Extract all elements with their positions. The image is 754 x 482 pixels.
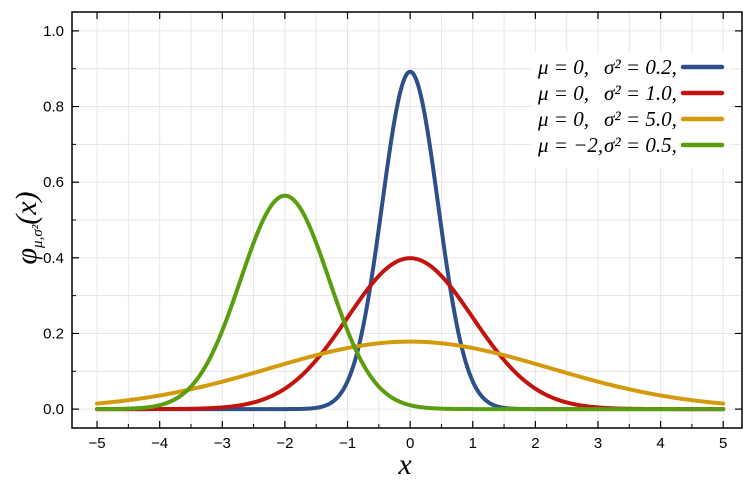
svg-text:φμ,σ²(x): φμ,σ²(x) bbox=[10, 191, 46, 264]
legend: μ = 0, σ² = 0.2, μ = 0, σ² = 1.0, μ = 0, σ² =… bbox=[532, 52, 730, 168]
x-tick-label: 4 bbox=[656, 435, 664, 452]
ticks bbox=[72, 12, 742, 428]
y-axis-label-sub: μ,σ² bbox=[30, 224, 46, 249]
y-tick-label: 0.8 bbox=[43, 99, 64, 116]
x-tick-label: 1 bbox=[469, 435, 477, 452]
legend-sigma-label: σ² = 0.2, bbox=[604, 55, 677, 79]
x-tick-label: −3 bbox=[214, 435, 231, 452]
series-line-3 bbox=[95, 339, 726, 406]
legend-mu-label: μ = 0, bbox=[537, 81, 589, 105]
y-tick-label: 0.2 bbox=[43, 325, 64, 342]
tick-labels: −5 −4 −3 −2 −1 0 1 2 3 4 5 0.0 0.2 0.4 0.6 0.8 1.0 bbox=[43, 23, 727, 452]
legend-sigma-label: σ² = 0.5, bbox=[604, 133, 677, 157]
y-axis-label-arg: (x) bbox=[10, 191, 43, 224]
y-axis-label-main: φ bbox=[10, 248, 43, 265]
legend-mu-label: μ = −2, bbox=[537, 133, 603, 157]
y-tick-label: 0.0 bbox=[43, 401, 64, 418]
x-tick-label: −5 bbox=[88, 435, 105, 452]
x-tick-label: 5 bbox=[719, 435, 727, 452]
legend-box bbox=[532, 52, 730, 168]
x-axis-label: x bbox=[397, 448, 412, 481]
y-tick-label: 1.0 bbox=[43, 23, 64, 40]
legend-mu-label: μ = 0, bbox=[537, 55, 589, 79]
x-tick-label: 0 bbox=[406, 435, 414, 452]
x-tick-label: 2 bbox=[531, 435, 539, 452]
legend-mu-label: μ = 0, bbox=[537, 107, 589, 131]
x-tick-label: −2 bbox=[276, 435, 293, 452]
y-tick-label: 0.6 bbox=[43, 174, 64, 191]
x-tick-label: 3 bbox=[594, 435, 602, 452]
legend-sigma-label: σ² = 1.0, bbox=[604, 81, 677, 105]
legend-sigma-label: σ² = 5.0, bbox=[604, 107, 677, 131]
x-tick-label: −1 bbox=[339, 435, 356, 452]
series-layer bbox=[95, 69, 726, 412]
x-tick-label: −4 bbox=[151, 435, 168, 452]
y-axis-label: φμ,σ²(x) bbox=[10, 191, 46, 264]
series-line-4 bbox=[95, 193, 726, 412]
y-tick-label: 0.4 bbox=[43, 250, 64, 267]
